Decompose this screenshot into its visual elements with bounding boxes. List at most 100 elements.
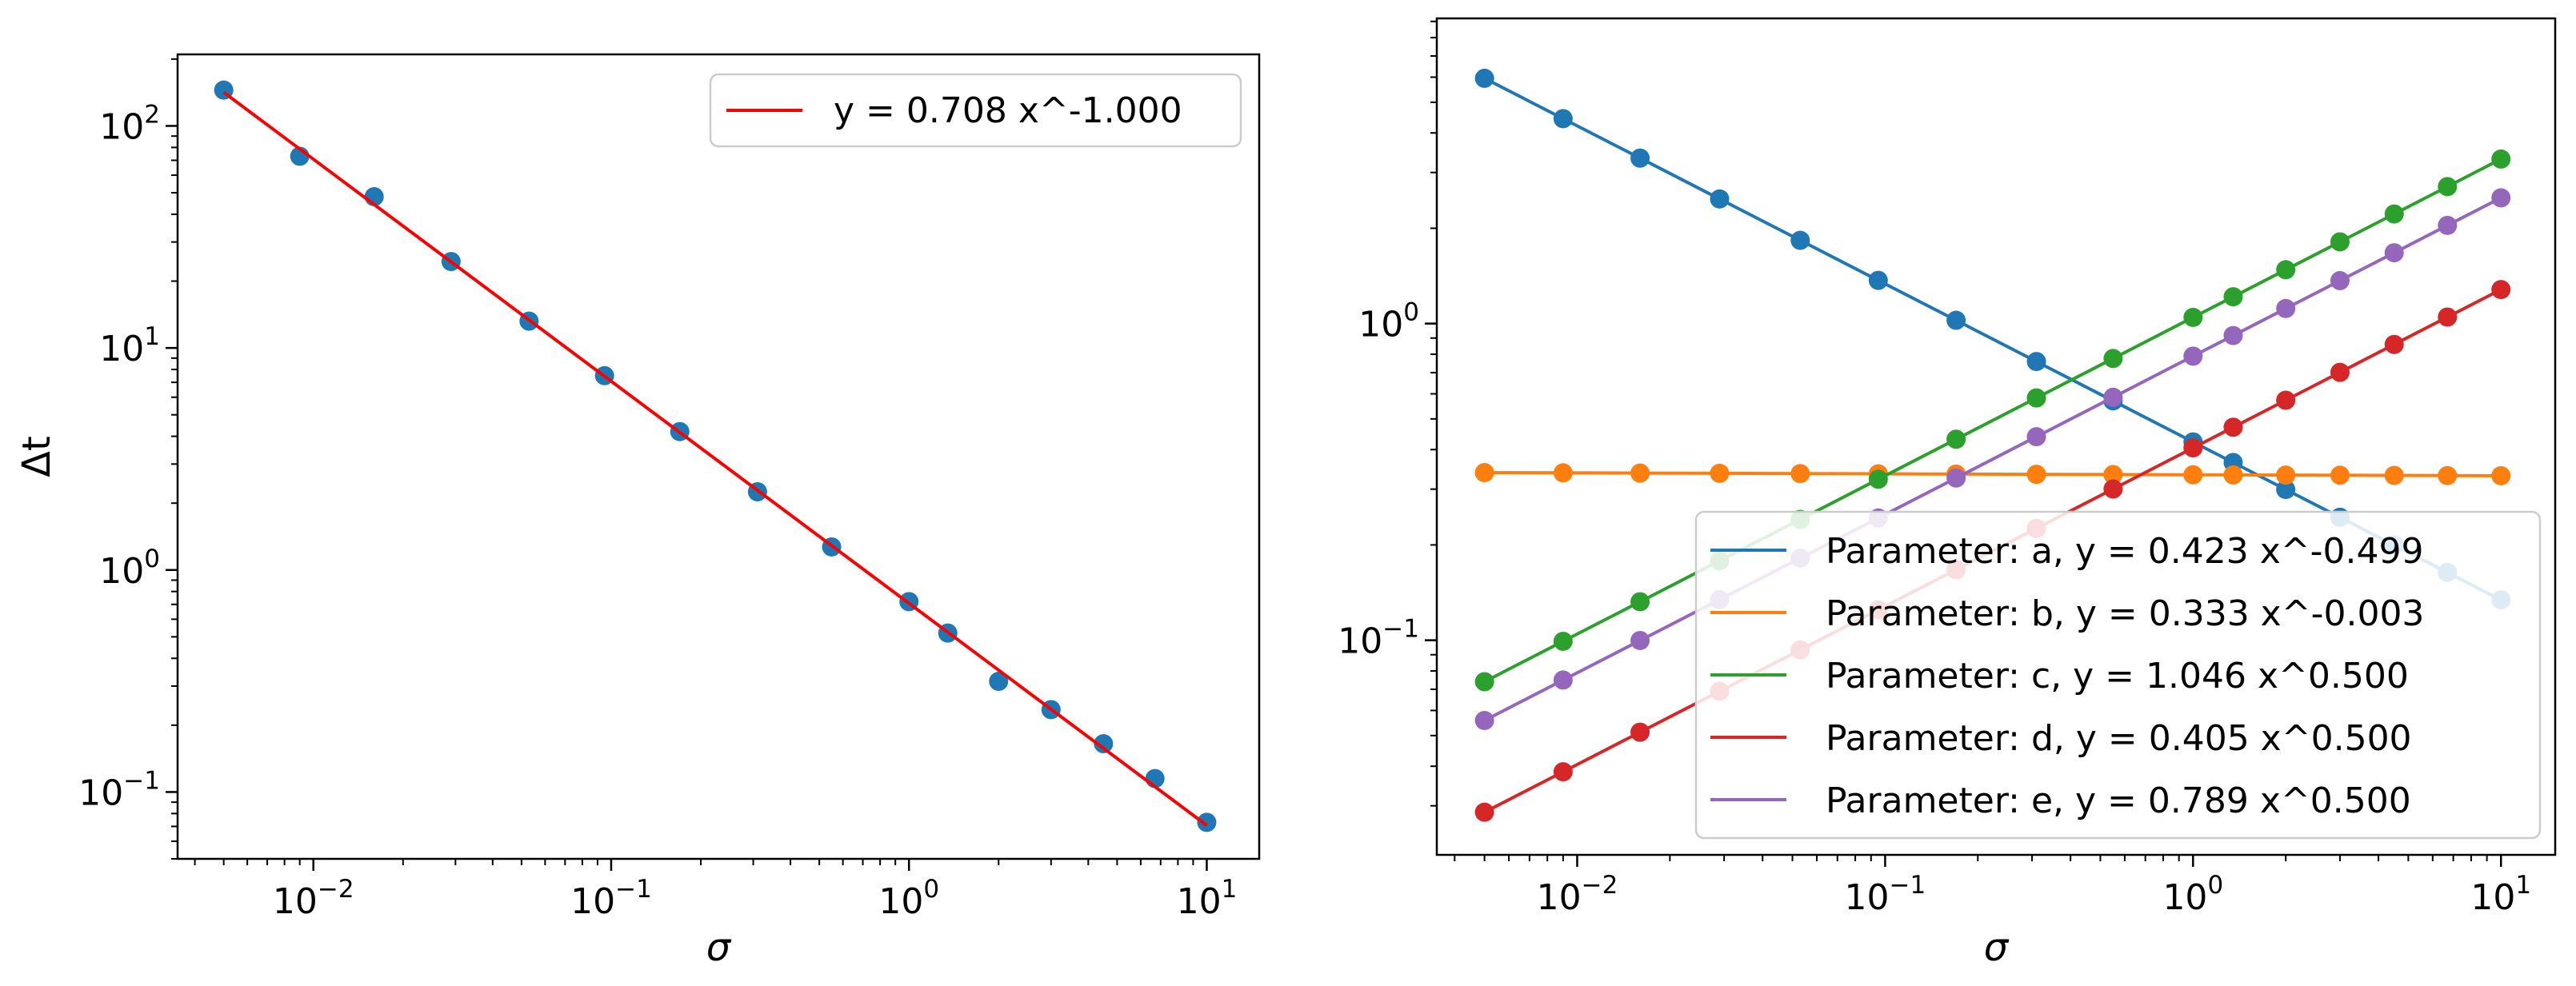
series-point-e xyxy=(2276,298,2296,318)
left-y-tick-label: 10−1 xyxy=(78,766,160,813)
series-point-d xyxy=(1630,722,1650,742)
series-point-d xyxy=(1474,802,1494,822)
series-point-c xyxy=(1474,672,1494,692)
left-y-tick-label: 101 xyxy=(99,322,160,369)
series-point-d xyxy=(2276,390,2296,410)
right-x-axis-label: σ xyxy=(1984,925,2010,970)
left-chart: 10−2 10−1 100 101 10−1 100 101 102 σ Δt y = 0.7… xyxy=(14,53,1261,970)
series-point-b xyxy=(2330,465,2350,485)
right-y-tick-label: 10−1 xyxy=(1338,615,1419,662)
series-point-e xyxy=(2026,427,2046,447)
series-point-b xyxy=(1790,464,1810,484)
left-y-axis-label: Δt xyxy=(14,436,59,477)
series-point-c xyxy=(2183,307,2203,327)
right-legend-box xyxy=(1694,510,2542,840)
series-point-a xyxy=(1710,189,1730,209)
left-axes-frame xyxy=(176,53,1261,860)
left-plot-area xyxy=(214,80,1217,832)
right-y-tick-label: 100 xyxy=(1358,298,1419,345)
series-point-e xyxy=(2491,188,2511,208)
left-data-point xyxy=(1094,734,1114,754)
left-x-tick-label: 101 xyxy=(1177,875,1238,922)
series-point-b xyxy=(1553,463,1573,483)
series-point-b xyxy=(1710,463,1730,483)
right-legend: Parameter: a, y = 0.423 x^-0.499 Paramet… xyxy=(1694,510,2542,840)
series-point-c xyxy=(2330,232,2350,252)
series-point-a xyxy=(1474,68,1494,88)
series-point-c xyxy=(2026,388,2046,408)
left-x-tick-label: 10−2 xyxy=(273,875,354,922)
series-point-e xyxy=(1630,630,1650,650)
series-point-a xyxy=(1946,310,1966,330)
series-point-b xyxy=(1630,463,1650,483)
series-point-e xyxy=(2103,387,2123,407)
series-point-c xyxy=(2276,260,2296,280)
right-x-tick-label: 10−1 xyxy=(1845,871,1926,918)
legend-label-e: Parameter: e, y = 0.789 x^0.500 xyxy=(1826,780,2411,821)
series-point-d xyxy=(1553,762,1573,782)
series-point-b xyxy=(2026,465,2046,485)
left-data-point xyxy=(989,672,1009,692)
series-point-c xyxy=(2103,349,2123,369)
left-x-tick-label: 100 xyxy=(878,875,939,922)
left-legend: y = 0.708 x^-1.000 xyxy=(709,73,1242,148)
left-legend-box xyxy=(709,73,1242,148)
series-line-e xyxy=(1483,196,2502,722)
series-point-e xyxy=(1553,670,1573,690)
series-point-a xyxy=(1868,270,1888,290)
right-x-tick-label: 101 xyxy=(2470,871,2531,918)
left-legend-label: y = 0.708 x^-1.000 xyxy=(834,90,1182,131)
left-y-tick-label: 102 xyxy=(99,100,160,147)
series-point-d xyxy=(2491,280,2511,300)
series-point-b xyxy=(1474,463,1494,483)
series-point-b xyxy=(2438,465,2458,485)
legend-label-b: Parameter: b, y = 0.333 x^-0.003 xyxy=(1826,593,2424,634)
series-point-b xyxy=(2491,465,2511,485)
series-point-d xyxy=(2183,438,2203,458)
series-point-d xyxy=(2438,307,2458,327)
series-point-b xyxy=(2384,465,2404,485)
series-point-e xyxy=(2183,346,2203,366)
series-point-e xyxy=(1946,468,1966,488)
series-point-a xyxy=(2276,480,2296,500)
series-point-c xyxy=(1630,592,1650,612)
legend-label-d: Parameter: d, y = 0.405 x^0.500 xyxy=(1826,718,2412,759)
series-line-b xyxy=(1484,471,2502,477)
series-point-c xyxy=(1946,429,1966,449)
series-point-e xyxy=(2223,325,2243,345)
series-point-a xyxy=(1790,230,1810,250)
right-x-tick-label: 10−2 xyxy=(1537,871,1618,918)
left-fit-line xyxy=(222,90,1208,827)
right-chart: 10−2 10−1 100 101 10−1 100 σ Parameter: a, y … xyxy=(1338,17,2557,970)
right-axes-frame xyxy=(1435,17,2557,856)
series-point-b xyxy=(2276,465,2296,485)
series-point-c xyxy=(2438,177,2458,197)
series-point-a xyxy=(2026,352,2046,372)
series-point-a xyxy=(1630,148,1650,168)
series-point-e xyxy=(1474,710,1494,730)
series-point-d xyxy=(2103,479,2123,499)
left-x-tick-label: 10−1 xyxy=(570,875,652,922)
right-x-tick-label: 100 xyxy=(2162,871,2223,918)
series-line-d xyxy=(1483,288,2502,814)
legend-label-a: Parameter: a, y = 0.423 x^-0.499 xyxy=(1826,531,2423,572)
series-point-e xyxy=(2384,243,2404,263)
left-data-point xyxy=(1197,812,1217,832)
left-y-tick-label: 100 xyxy=(99,545,160,592)
series-point-b xyxy=(2183,465,2203,485)
series-point-c xyxy=(2491,149,2511,169)
series-point-b xyxy=(2103,465,2123,485)
series-point-d xyxy=(2384,334,2404,354)
series-point-c xyxy=(1553,631,1573,651)
series-point-d xyxy=(2330,362,2350,382)
series-point-c xyxy=(2384,204,2404,224)
series-point-c xyxy=(2223,287,2243,307)
series-point-e xyxy=(2438,215,2458,235)
left-ticks: 10−2 10−1 100 101 10−1 100 101 102 xyxy=(78,58,1238,922)
series-point-a xyxy=(1553,109,1573,129)
series-point-e xyxy=(2330,270,2350,290)
series-point-c xyxy=(1868,469,1888,489)
series-line-c xyxy=(1483,158,2502,684)
right-ticks: 10−2 10−1 100 101 10−1 100 xyxy=(1338,20,2531,918)
